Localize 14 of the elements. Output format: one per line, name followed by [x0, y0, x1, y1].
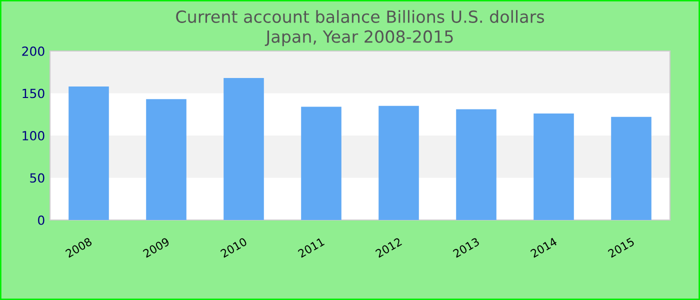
bar: [456, 109, 496, 220]
bar: [611, 116, 652, 220]
y-tick-label: 150: [22, 88, 44, 98]
y-tick-label: 100: [22, 130, 44, 140]
chart-title: Current account balance Billions U.S. dollars Japan, Year 2008-2015: [176, 10, 544, 46]
bar: [534, 114, 574, 220]
bar: [301, 106, 342, 220]
bar: [68, 86, 109, 220]
y-tick-label: 0: [38, 215, 44, 225]
bar: [378, 106, 419, 220]
bar: [224, 78, 264, 220]
y-tick-label: 50: [30, 173, 44, 183]
y-tick-label: 200: [22, 46, 44, 56]
bar: [146, 99, 186, 220]
